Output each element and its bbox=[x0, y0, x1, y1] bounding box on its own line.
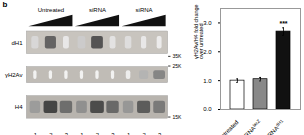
svg-text:Untreated: Untreated bbox=[217, 119, 240, 135]
svg-text:2.0: 2.0 bbox=[203, 49, 212, 55]
svg-text:1.0: 1.0 bbox=[203, 78, 212, 84]
svg-text:35K: 35K bbox=[172, 53, 182, 59]
svg-text:2: 2 bbox=[49, 132, 53, 135]
svg-text:γH2Av/H4 fold changeover untre: γH2Av/H4 fold changeover untreated bbox=[193, 4, 205, 59]
svg-text:3.0: 3.0 bbox=[203, 20, 212, 26]
svg-text:1: 1 bbox=[127, 132, 131, 135]
svg-text:3: 3 bbox=[158, 132, 162, 135]
svg-text:siRNAlacZ: siRNAlacZ bbox=[240, 118, 263, 135]
svg-text:siRNAdH1: siRNAdH1 bbox=[263, 118, 286, 135]
svg-text:15K: 15K bbox=[172, 114, 182, 120]
svg-text:3: 3 bbox=[111, 132, 115, 135]
svg-text:Untreated: Untreated bbox=[38, 7, 64, 13]
svg-text:2: 2 bbox=[142, 132, 146, 135]
svg-text:1: 1 bbox=[34, 132, 38, 135]
svg-text:2: 2 bbox=[96, 132, 100, 135]
svg-text:siRNA: siRNA bbox=[89, 7, 106, 13]
svg-text:3: 3 bbox=[65, 132, 69, 135]
svg-text:***: *** bbox=[279, 20, 287, 27]
svg-text:dH1: dH1 bbox=[11, 40, 23, 46]
svg-text:1: 1 bbox=[80, 132, 84, 135]
svg-text:siRNA: siRNA bbox=[136, 7, 153, 13]
svg-text:25K: 25K bbox=[172, 63, 182, 69]
svg-text:0.0: 0.0 bbox=[203, 106, 212, 112]
svg-text:γH2Av: γH2Av bbox=[5, 72, 23, 78]
svg-text:b: b bbox=[3, 0, 8, 9]
svg-text:H4: H4 bbox=[15, 104, 23, 110]
